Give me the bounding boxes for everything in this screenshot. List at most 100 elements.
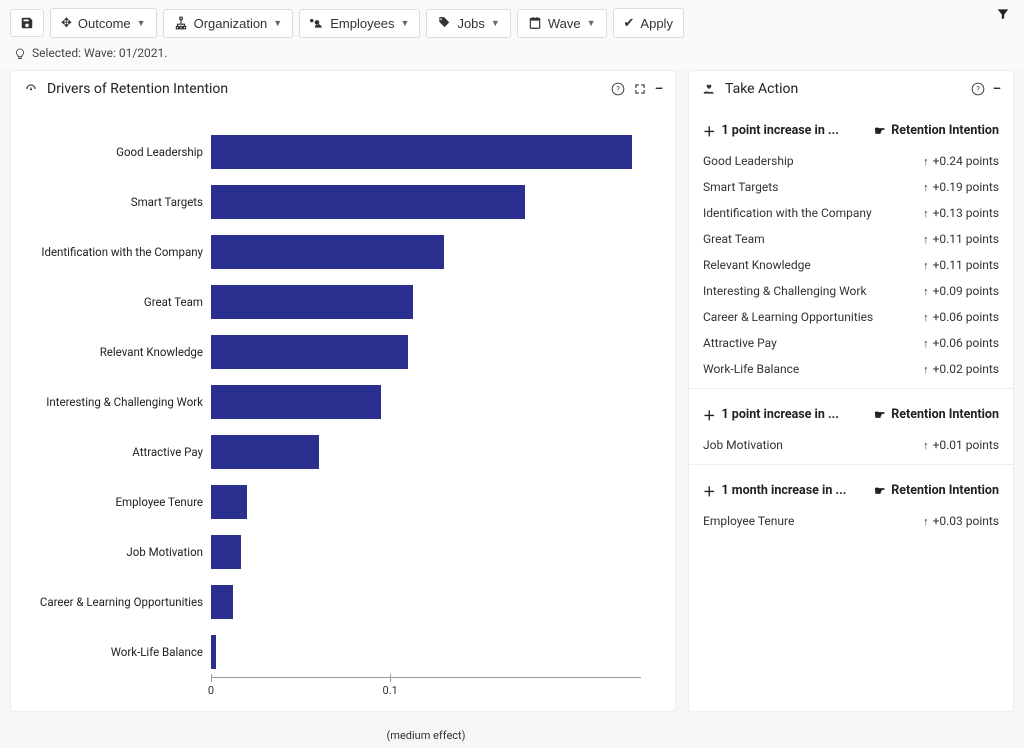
action-row: Attractive Pay ↑ +0.06 points bbox=[703, 330, 999, 356]
chart-category-label: Work-Life Balance bbox=[21, 645, 211, 659]
action-section-header: ＋1 point increase in ...☛Retention Inten… bbox=[703, 395, 999, 432]
outcome-label: Outcome bbox=[78, 16, 131, 31]
action-row-label: Employee Tenure bbox=[703, 514, 794, 528]
plus-icon: ＋ bbox=[703, 481, 716, 500]
chart-row: Identification with the Company bbox=[21, 227, 641, 277]
expand-icon[interactable] bbox=[633, 82, 647, 97]
save-button[interactable] bbox=[10, 9, 44, 37]
gauge-icon bbox=[23, 82, 39, 97]
minimize-icon[interactable]: – bbox=[655, 82, 663, 97]
svg-text:?: ? bbox=[976, 85, 980, 93]
chart-bar bbox=[211, 185, 525, 219]
arrow-up-icon: ↑ bbox=[923, 439, 929, 452]
target-icon: ✥ bbox=[61, 15, 72, 31]
action-row-delta: +0.06 points bbox=[933, 336, 999, 350]
action-row: Identification with the Company↑+0.13 po… bbox=[703, 200, 999, 226]
action-row-delta: +0.19 points bbox=[933, 180, 999, 194]
jobs-dropdown[interactable]: Jobs ▼ bbox=[426, 9, 510, 38]
employees-dropdown[interactable]: Employees ▼ bbox=[299, 9, 420, 38]
toolbar: ✥ Outcome ▼ Organization ▼ Employees ▼ J… bbox=[0, 0, 1024, 42]
help-icon[interactable]: ? bbox=[971, 82, 985, 97]
chart-row: Attractive Pay bbox=[21, 427, 641, 477]
drivers-panel: Drivers of Retention Intention ? – Good … bbox=[10, 70, 676, 712]
selection-summary: Selected: Wave: 01/2021. bbox=[0, 42, 1024, 70]
chart-bar bbox=[211, 335, 408, 369]
action-body: ＋ 1 point increase in ... ☛ Retention Inten… bbox=[689, 107, 1013, 550]
chart-tick-label: 0.1 bbox=[383, 684, 398, 697]
chart-axis-caption: (medium effect) bbox=[211, 729, 641, 742]
employees-label: Employees bbox=[330, 16, 394, 31]
arrow-up-icon: ↑ bbox=[923, 515, 929, 528]
arrow-up-icon: ↑ bbox=[923, 337, 929, 350]
chart-bar bbox=[211, 235, 444, 269]
minimize-icon[interactable]: – bbox=[993, 82, 1001, 97]
drivers-chart: Good LeadershipSmart TargetsIdentificati… bbox=[21, 127, 641, 687]
chevron-down-icon: ▼ bbox=[587, 18, 596, 28]
chart-row: Interesting & Challenging Work bbox=[21, 377, 641, 427]
chart-category-label: Career & Learning Opportunities bbox=[21, 595, 211, 609]
action-header-right: Retention Intention bbox=[891, 123, 999, 138]
chart-bar bbox=[211, 635, 216, 669]
action-row: Smart Targets↑+0.19 points bbox=[703, 174, 999, 200]
action-row-delta: +0.02 points bbox=[933, 362, 999, 376]
action-row-delta: +0.11 points bbox=[933, 232, 999, 246]
chart-row: Job Motivation bbox=[21, 527, 641, 577]
chart-row: Employee Tenure bbox=[21, 477, 641, 527]
organization-dropdown[interactable]: Organization ▼ bbox=[163, 9, 294, 38]
tag-icon bbox=[437, 16, 451, 30]
chart-category-label: Job Motivation bbox=[21, 545, 211, 559]
wave-label: Wave bbox=[548, 16, 581, 31]
chart-row: Good Leadership bbox=[21, 127, 641, 177]
users-icon bbox=[310, 16, 324, 30]
arrow-up-icon: ↑ bbox=[923, 259, 929, 272]
chart-category-label: Identification with the Company bbox=[21, 245, 211, 259]
action-section-header: ＋1 point increase in ...☛Retention Inten… bbox=[703, 111, 999, 148]
chart-row: Career & Learning Opportunities bbox=[21, 577, 641, 627]
action-row-delta: +0.01 points bbox=[933, 438, 999, 452]
point-right-icon: ☛ bbox=[874, 123, 885, 139]
action-row: Work-Life Balance↑+0.02 points bbox=[703, 356, 999, 382]
clipboard-icon bbox=[528, 16, 542, 30]
lightbulb-icon bbox=[14, 46, 26, 60]
chart-row: Work-Life Balance bbox=[21, 627, 641, 677]
wave-dropdown[interactable]: Wave ▼ bbox=[517, 9, 607, 38]
arrow-up-icon: ↑ bbox=[923, 155, 929, 168]
action-row-label: Relevant Knowledge bbox=[703, 258, 811, 272]
chart-category-label: Relevant Knowledge bbox=[21, 345, 211, 359]
action-row: Interesting & Challenging Work↑+0.09 poi… bbox=[703, 278, 999, 304]
action-row-delta: +0.09 points bbox=[933, 284, 999, 298]
apply-label: Apply bbox=[640, 16, 673, 31]
chart-row: Relevant Knowledge bbox=[21, 327, 641, 377]
action-row-label: Career & Learning Opportunities bbox=[703, 310, 873, 324]
chart-row: Great Team bbox=[21, 277, 641, 327]
chart-category-label: Interesting & Challenging Work bbox=[21, 395, 211, 409]
point-right-icon: ☛ bbox=[874, 483, 885, 499]
action-header-right: Retention Intention bbox=[891, 483, 999, 498]
action-row-label: Smart Targets bbox=[703, 180, 778, 194]
action-header-left: 1 point increase in ... bbox=[722, 123, 839, 138]
action-row: Great Team↑+0.11 points bbox=[703, 226, 999, 252]
chart-bar bbox=[211, 435, 319, 469]
chart-category-label: Great Team bbox=[21, 295, 211, 309]
action-row-label: Good Leadership bbox=[703, 154, 794, 168]
arrow-up-icon: ↑ bbox=[923, 233, 929, 246]
chevron-down-icon: ▼ bbox=[401, 18, 410, 28]
check-icon: ✔ bbox=[624, 15, 635, 31]
apply-button[interactable]: ✔ Apply bbox=[613, 8, 684, 38]
chart-bar bbox=[211, 585, 233, 619]
chart-bar bbox=[211, 285, 413, 319]
filter-icon[interactable] bbox=[996, 6, 1010, 22]
outcome-dropdown[interactable]: ✥ Outcome ▼ bbox=[50, 8, 157, 38]
action-row-label: Interesting & Challenging Work bbox=[703, 284, 867, 298]
take-action-panel: Take Action ? – ＋1 point increase in ...… bbox=[688, 70, 1014, 712]
drivers-title: Drivers of Retention Intention bbox=[47, 81, 603, 97]
action-row-delta: +0.03 points bbox=[933, 514, 999, 528]
help-icon[interactable]: ? bbox=[611, 82, 625, 97]
action-row-label: Job Motivation bbox=[703, 438, 783, 452]
chart-category-label: Attractive Pay bbox=[21, 445, 211, 459]
action-row-label: Identification with the Company bbox=[703, 206, 872, 220]
chart-bar bbox=[211, 535, 241, 569]
action-row-label: Attractive Pay bbox=[703, 336, 777, 350]
action-row-delta: +0.24 points bbox=[933, 154, 999, 168]
chart-category-label: Employee Tenure bbox=[21, 495, 211, 509]
